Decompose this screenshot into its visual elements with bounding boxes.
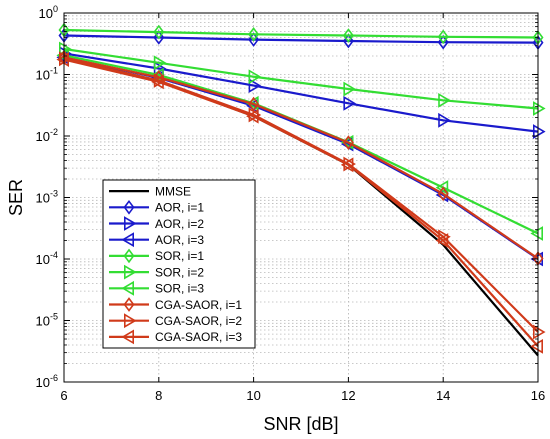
legend-marker	[123, 199, 135, 215]
legend-marker	[121, 280, 134, 296]
legend-item: CGA-SAOR, i=2	[109, 313, 242, 329]
x-axis-label: SNR [dB]	[263, 414, 338, 434]
data-point	[343, 95, 356, 111]
data-point	[153, 24, 165, 40]
legend-item: CGA-SAOR, i=1	[109, 297, 242, 312]
data-point	[438, 92, 451, 108]
series-line	[63, 47, 539, 110]
grid	[64, 13, 538, 382]
legend-label: SOR, i=2	[155, 265, 204, 279]
legend: MMSE AOR, i=1 AOR, i=2 AOR, i=3 SOR, i=1 SOR,…	[102, 179, 256, 349]
legend-item: SOR, i=1	[109, 248, 204, 264]
y-tick-label: 10-6	[36, 373, 58, 390]
data-point	[532, 101, 546, 116]
series-sor-i-2	[58, 41, 546, 116]
legend-item: AOR, i=2	[109, 216, 204, 231]
x-tick-label: 14	[436, 388, 450, 403]
series-line	[63, 28, 539, 39]
y-axis-label: SER	[6, 179, 26, 216]
data-point	[342, 135, 354, 150]
legend-label: CGA-SAOR, i=3	[155, 330, 242, 344]
data-point	[153, 55, 167, 71]
data-point	[56, 52, 69, 67]
legend-item: SOR, i=3	[109, 280, 204, 296]
y-tick-label: 10-3	[36, 189, 58, 206]
y-tick-label: 10-5	[36, 312, 58, 329]
legend-marker	[124, 216, 137, 231]
series-cga-saor-i-3	[56, 52, 544, 354]
data-point	[248, 78, 262, 93]
series-line	[63, 56, 539, 260]
legend-label: CGA-SAOR, i=2	[155, 314, 242, 328]
legend-label: SOR, i=3	[155, 282, 204, 296]
legend-label: SOR, i=1	[155, 249, 204, 263]
series-line	[63, 52, 539, 133]
legend-item: CGA-SAOR, i=3	[109, 329, 242, 345]
x-tick-label: 12	[341, 388, 355, 403]
x-tick-label: 8	[155, 388, 162, 403]
data-point	[532, 124, 546, 139]
data-point	[435, 180, 449, 195]
legend-marker	[124, 264, 137, 280]
legend-label: AOR, i=3	[155, 233, 204, 247]
data-point	[248, 69, 262, 85]
legend-marker	[123, 297, 135, 312]
data-point	[435, 233, 449, 248]
data-point	[438, 112, 451, 128]
y-tick-label: 10-4	[36, 250, 58, 267]
data-point	[342, 33, 354, 49]
y-tick-label: 100	[39, 4, 58, 21]
legend-marker	[121, 232, 134, 248]
legend-item: AOR, i=3	[109, 232, 204, 248]
data-point	[340, 157, 354, 173]
data-point	[342, 28, 354, 43]
legend-label: AOR, i=1	[155, 201, 204, 215]
data-point	[437, 29, 449, 45]
tick-labels: 6 8 10 12 14 16 10-6 10-5 10-4 10-3 10-2 10-1 100	[36, 4, 546, 403]
data-point	[437, 34, 449, 50]
data-point	[343, 81, 356, 97]
y-tick-label: 10-1	[36, 66, 58, 83]
x-tick-label: 6	[60, 388, 67, 403]
data-point	[532, 324, 546, 340]
data-point	[437, 186, 449, 202]
legend-marker	[123, 248, 135, 264]
data-point	[246, 108, 259, 124]
x-tick-label: 10	[246, 388, 260, 403]
data-point	[248, 26, 260, 42]
legend-marker	[124, 313, 137, 329]
legend-item: SOR, i=2	[109, 264, 204, 280]
series-line	[63, 58, 539, 348]
data-point	[530, 338, 544, 354]
y-tick-label: 10-2	[36, 127, 58, 144]
tick-marks	[63, 12, 539, 383]
x-tick-label: 16	[531, 388, 545, 403]
legend-marker	[121, 329, 134, 345]
legend-label: AOR, i=2	[155, 217, 204, 231]
data-point	[530, 226, 544, 241]
legend-label: CGA-SAOR, i=1	[155, 298, 242, 312]
data-point	[151, 74, 164, 90]
series-line	[63, 34, 539, 44]
series-sor-i-1	[58, 22, 544, 45]
legend-item: MMSE	[109, 184, 191, 198]
legend-item: AOR, i=1	[109, 199, 204, 215]
data-point	[153, 30, 165, 45]
data-point	[248, 96, 260, 112]
legend-label: MMSE	[155, 184, 191, 198]
